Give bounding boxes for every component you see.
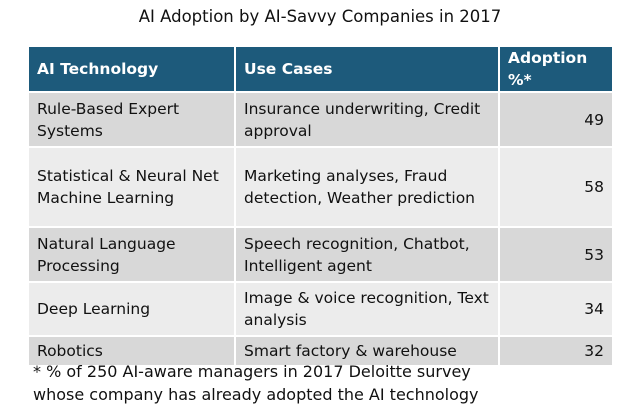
cell-use-cases: Speech recognition, Chatbot, Intelligent… [234,226,500,283]
header-row: AI Technology Use Cases Adoption %* [27,45,614,93]
table-row: Deep Learning Image & voice recognition, … [27,281,614,337]
cell-adoption: 53 [498,226,614,283]
cell-adoption: 49 [498,91,614,148]
header-use-cases: Use Cases [234,45,500,93]
page-title: AI Adoption by AI-Savvy Companies in 201… [138,7,502,26]
cell-use-cases: Image & voice recognition, Text analysis [234,281,500,337]
cell-adoption: 32 [498,335,614,367]
cell-technology: Robotics [27,335,236,367]
adoption-table: AI Technology Use Cases Adoption %* Rule… [27,45,614,367]
cell-technology: Rule-Based Expert Systems [27,91,236,148]
cell-use-cases: Marketing analyses, Fraud detection, Wea… [234,146,500,228]
cell-technology: Deep Learning [27,281,236,337]
cell-technology: Natural Language Processing [27,226,236,283]
cell-use-cases: Smart factory & warehouse [234,335,500,367]
footnote: * % of 250 AI-aware managers in 2017 Del… [33,362,479,404]
cell-adoption: 34 [498,281,614,337]
table-row: Statistical & Neural Net Machine Learnin… [27,146,614,228]
header-ai-technology: AI Technology [27,45,236,93]
cell-adoption: 58 [498,146,614,228]
table-row: Robotics Smart factory & warehouse 32 [27,335,614,367]
table-row: Natural Language Processing Speech recogn… [27,226,614,283]
cell-technology: Statistical & Neural Net Machine Learnin… [27,146,236,228]
header-adoption: Adoption %* [498,45,614,93]
table-row: Rule-Based Expert Systems Insurance under… [27,91,614,148]
cell-use-cases: Insurance underwriting, Credit approval [234,91,500,148]
